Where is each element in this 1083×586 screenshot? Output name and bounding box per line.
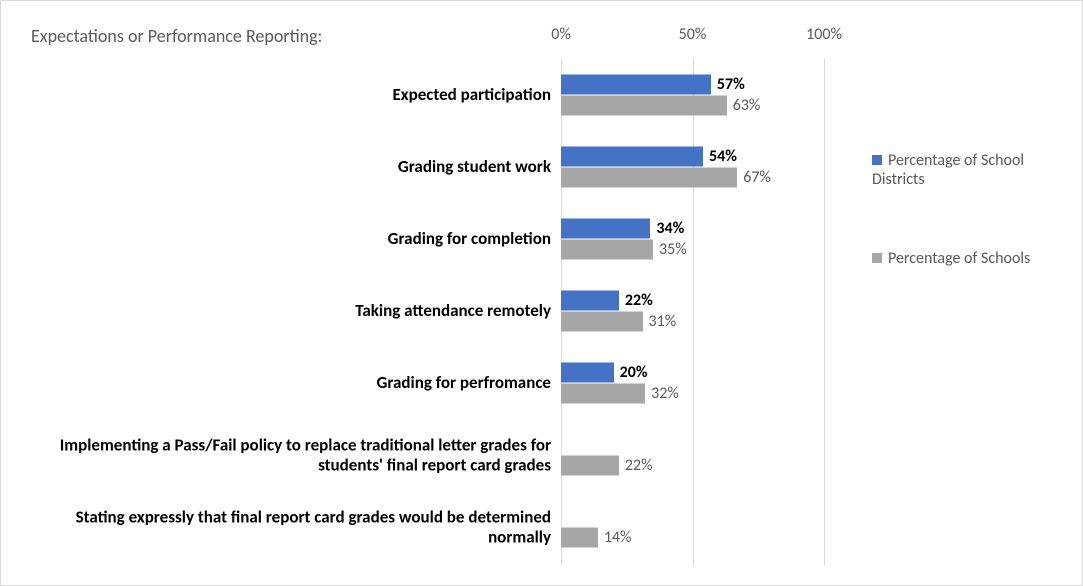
legend-item: Percentage of Schools [872,249,1042,268]
category-row: Implementing a Pass/Fail policy to repla… [31,421,824,489]
value-label: 35% [659,240,687,259]
bar-wrap: 35% [561,240,824,260]
bar-wrap: 32% [561,384,824,404]
x-axis-tick: 100% [806,25,842,44]
category-label: Implementing a Pass/Fail policy to repla… [31,435,551,474]
value-label: 20% [620,363,648,382]
bar-schools [561,168,737,188]
value-label: 54% [709,147,737,166]
bar-wrap: 67% [561,168,824,188]
value-label: 67% [743,168,771,187]
bar-group: 57%63% [561,74,824,117]
bar-wrap [561,435,824,455]
value-label: 34% [656,219,684,238]
category-label: Grading for completion [31,229,551,249]
legend-label: Percentage of Schools [888,249,1030,268]
bar-wrap: 54% [561,147,824,167]
bar-group: 34%35% [561,218,824,261]
bar-group: 14% [561,506,824,549]
category-label: Grading student work [31,157,551,177]
category-row: Grading for perfromance 20%32% [31,349,824,417]
value-label: 57% [717,75,745,94]
legend-label: Percentage of School Districts [872,151,1024,189]
bar-wrap: 20% [561,363,824,383]
bar-wrap: 22% [561,291,824,311]
legend-swatch [872,253,882,263]
bar-group: 22% [561,434,824,477]
bar-schools [561,312,643,332]
bar-wrap: 34% [561,219,824,239]
bar-schools [561,96,727,116]
bar-group: 22%31% [561,290,824,333]
legend: Percentage of School Districts Percentage… [872,151,1042,328]
category-label: Stating expressly that final report card… [31,507,551,546]
gridline [824,59,825,565]
bar-schools [561,528,598,548]
category-row: Stating expressly that final report card… [31,493,824,561]
chart-container: Expectations or Performance Reporting: 0… [0,0,1083,586]
bar-wrap: 22% [561,456,824,476]
bar-wrap: 63% [561,96,824,116]
category-row: Grading student work 54% 67% [31,133,824,201]
bar-districts [561,363,614,383]
value-label: 32% [651,384,679,403]
x-axis-tick: 50% [679,25,707,44]
value-label: 31% [649,312,677,331]
value-label: 22% [625,456,653,475]
value-label: 22% [625,291,653,310]
legend-item: Percentage of School Districts [872,151,1042,189]
value-label: 14% [604,528,632,547]
plot-area: Expected participation57%63%Grading stud… [31,61,824,565]
bar-group: 54% 67% [561,146,824,189]
bar-wrap: 57% [561,75,824,95]
bar-wrap: 31% [561,312,824,332]
bar-wrap: 14% [561,528,824,548]
bar-schools [561,240,653,260]
bar-districts [561,219,650,239]
chart-title: Expectations or Performance Reporting: [31,25,322,47]
category-label: Expected participation [31,85,551,105]
bar-schools [561,384,645,404]
category-row: Expected participation57%63% [31,61,824,129]
legend-swatch [872,155,882,165]
x-axis-tick: 0% [551,25,571,44]
bar-districts [561,291,619,311]
value-label: 63% [733,96,761,115]
bar-wrap [561,507,824,527]
category-row: Grading for completion34%35% [31,205,824,273]
bar-group: 20%32% [561,362,824,405]
bar-districts [561,147,703,167]
category-row: Taking attendance remotely22%31% [31,277,824,345]
category-label: Taking attendance remotely [31,301,551,321]
bar-schools [561,456,619,476]
bar-districts [561,75,711,95]
category-label: Grading for perfromance [31,373,551,393]
